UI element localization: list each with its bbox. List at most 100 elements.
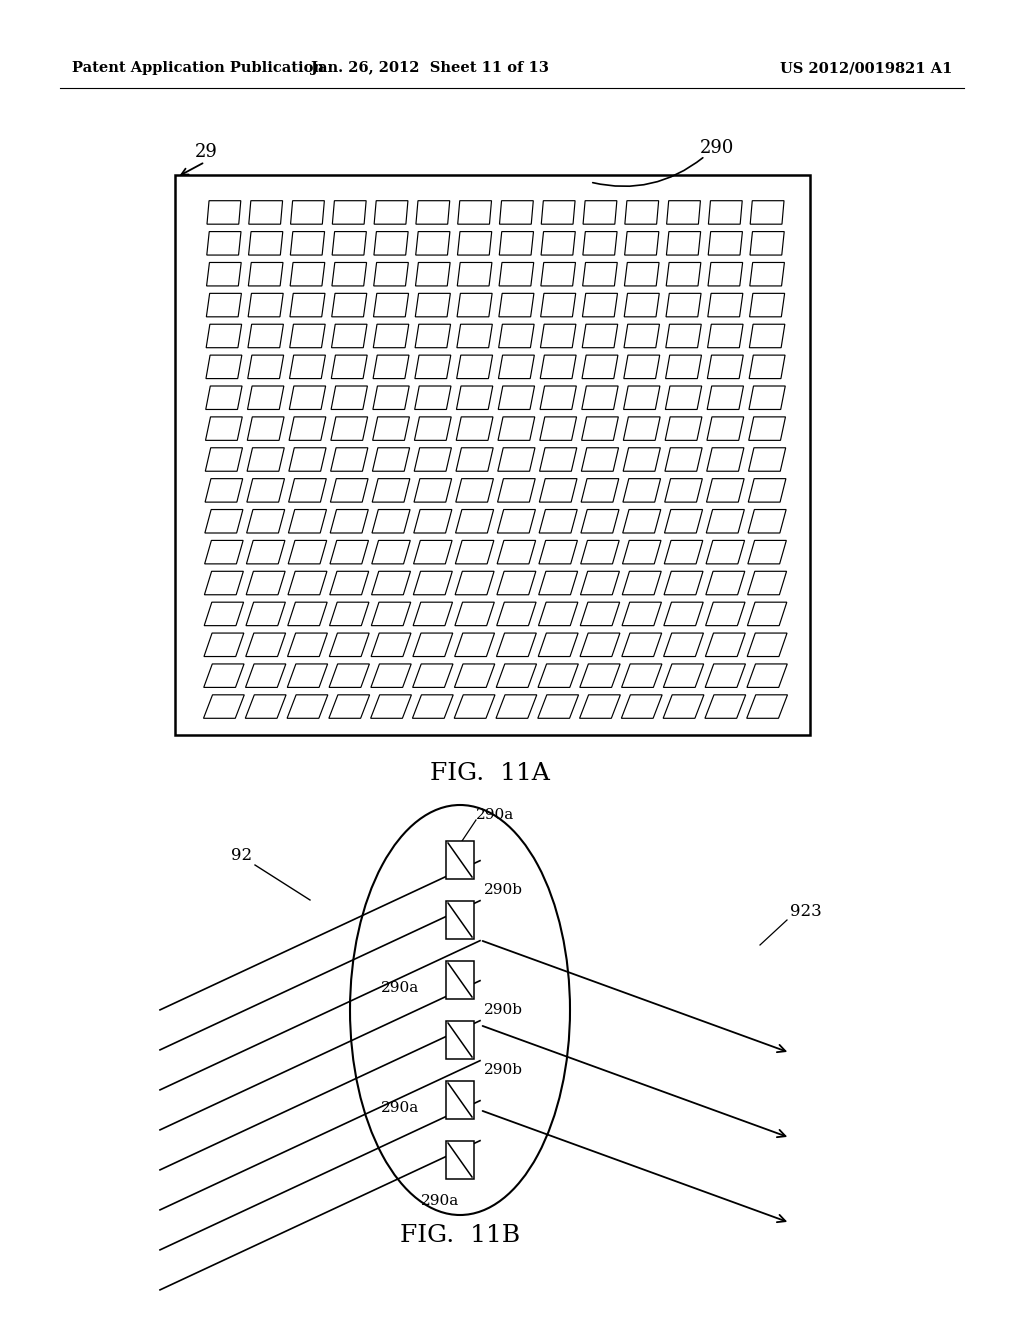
Polygon shape (583, 293, 617, 317)
Polygon shape (330, 510, 369, 533)
Polygon shape (540, 385, 577, 409)
Polygon shape (666, 385, 701, 409)
Polygon shape (246, 572, 285, 595)
Polygon shape (540, 417, 577, 441)
Polygon shape (581, 510, 618, 533)
Polygon shape (249, 201, 283, 224)
Polygon shape (414, 479, 452, 502)
Polygon shape (207, 231, 241, 255)
Polygon shape (749, 385, 785, 409)
Polygon shape (500, 201, 534, 224)
Polygon shape (581, 602, 620, 626)
Polygon shape (625, 263, 659, 286)
Polygon shape (205, 572, 244, 595)
Polygon shape (539, 634, 579, 656)
Polygon shape (751, 201, 784, 224)
Polygon shape (205, 540, 243, 564)
Text: 290a: 290a (476, 808, 514, 822)
Polygon shape (415, 325, 451, 347)
Polygon shape (665, 479, 702, 502)
Polygon shape (287, 694, 328, 718)
Polygon shape (542, 201, 575, 224)
Polygon shape (205, 479, 243, 502)
Polygon shape (330, 572, 369, 595)
Polygon shape (416, 263, 451, 286)
Polygon shape (333, 201, 367, 224)
Polygon shape (207, 201, 241, 224)
Polygon shape (457, 293, 493, 317)
Polygon shape (706, 572, 744, 595)
Polygon shape (446, 1081, 474, 1119)
Polygon shape (583, 231, 617, 255)
Polygon shape (373, 479, 410, 502)
Polygon shape (581, 572, 620, 595)
Polygon shape (456, 447, 494, 471)
Polygon shape (205, 510, 243, 533)
Polygon shape (665, 510, 702, 533)
Polygon shape (666, 417, 701, 441)
Polygon shape (248, 355, 284, 379)
Polygon shape (746, 694, 787, 718)
Polygon shape (539, 540, 578, 564)
Polygon shape (541, 263, 575, 286)
Polygon shape (372, 540, 411, 564)
Polygon shape (497, 664, 537, 688)
Polygon shape (332, 231, 367, 255)
Polygon shape (625, 231, 658, 255)
Polygon shape (415, 385, 451, 409)
Polygon shape (332, 263, 367, 286)
Polygon shape (458, 231, 492, 255)
Polygon shape (706, 634, 745, 656)
Text: 290a: 290a (381, 1101, 419, 1115)
Polygon shape (413, 602, 453, 626)
Polygon shape (456, 510, 494, 533)
Polygon shape (373, 447, 410, 471)
Polygon shape (625, 201, 658, 224)
Polygon shape (622, 634, 662, 656)
Polygon shape (748, 540, 786, 564)
Polygon shape (582, 385, 618, 409)
Polygon shape (750, 325, 784, 347)
Polygon shape (499, 385, 535, 409)
Polygon shape (749, 479, 785, 502)
Polygon shape (457, 355, 493, 379)
Polygon shape (664, 634, 703, 656)
Polygon shape (446, 841, 474, 879)
Polygon shape (624, 447, 660, 471)
Polygon shape (374, 325, 409, 347)
Text: 290b: 290b (484, 1063, 523, 1077)
Polygon shape (456, 540, 494, 564)
Polygon shape (207, 263, 242, 286)
Polygon shape (249, 263, 283, 286)
Polygon shape (583, 325, 617, 347)
Polygon shape (580, 634, 620, 656)
Polygon shape (581, 540, 620, 564)
Polygon shape (414, 540, 452, 564)
Text: 92: 92 (231, 846, 253, 863)
Polygon shape (289, 510, 327, 533)
Polygon shape (247, 447, 285, 471)
Polygon shape (289, 479, 327, 502)
Polygon shape (331, 417, 368, 441)
Polygon shape (705, 694, 745, 718)
Polygon shape (499, 325, 535, 347)
Polygon shape (707, 479, 744, 502)
Polygon shape (415, 447, 452, 471)
Polygon shape (750, 293, 784, 317)
Polygon shape (413, 664, 453, 688)
Polygon shape (413, 694, 454, 718)
Polygon shape (206, 355, 242, 379)
Polygon shape (497, 540, 536, 564)
Polygon shape (706, 664, 745, 688)
Polygon shape (290, 293, 325, 317)
Polygon shape (456, 479, 494, 502)
Polygon shape (330, 540, 369, 564)
Polygon shape (667, 263, 700, 286)
Polygon shape (582, 417, 618, 441)
Polygon shape (457, 385, 493, 409)
Polygon shape (207, 293, 242, 317)
Polygon shape (499, 293, 534, 317)
Polygon shape (291, 201, 325, 224)
Polygon shape (665, 572, 703, 595)
Polygon shape (624, 385, 659, 409)
